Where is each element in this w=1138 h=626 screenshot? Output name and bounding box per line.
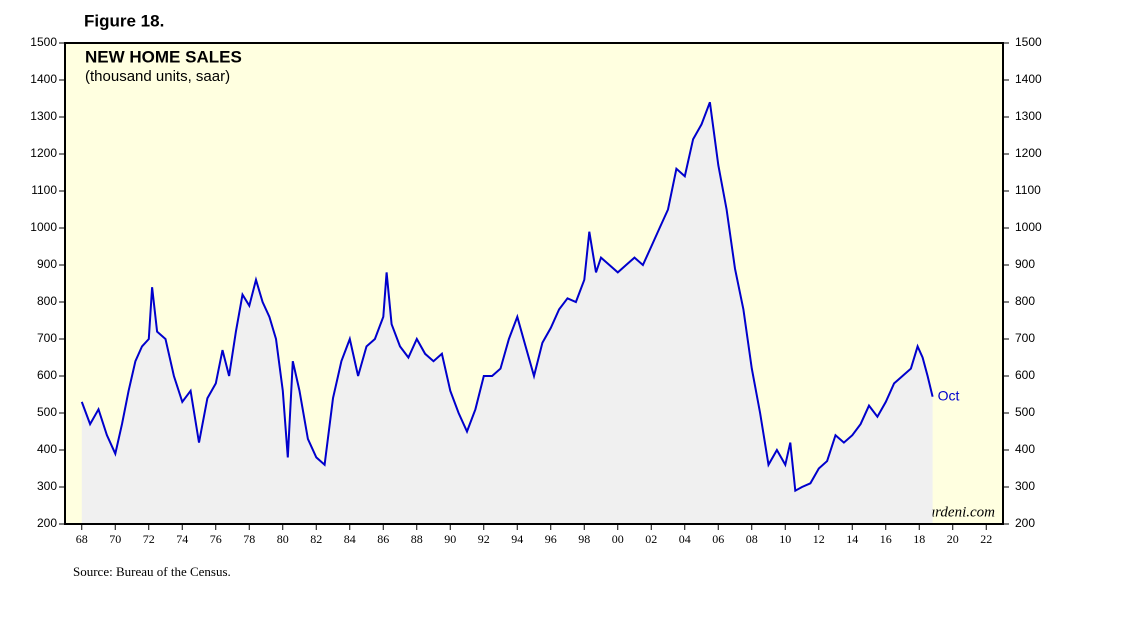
watermark: yardeni.com [919, 504, 995, 520]
line [80, 101, 934, 493]
y-tick-label: 1100 [31, 183, 57, 197]
end-label: Oct [938, 387, 960, 403]
x-tick-label: 22 [980, 532, 992, 546]
x-tick-label: 02 [645, 532, 657, 546]
y2-tick-label: 1500 [1015, 35, 1042, 49]
y2-tick-label: 400 [1015, 442, 1035, 456]
y2-tick-label: 600 [1015, 368, 1035, 382]
y-tick-label: 1200 [30, 146, 57, 160]
y-tick-label: 1400 [30, 72, 57, 86]
x-tick-label: 10 [779, 532, 791, 546]
figure-label: Figure 18. [84, 11, 164, 30]
y-tick-label: 400 [37, 442, 57, 456]
y-tick-label: 200 [37, 516, 57, 530]
y2-tick-label: 800 [1015, 294, 1035, 308]
x-tick-label: 86 [377, 532, 389, 546]
x-tick-label: 98 [578, 532, 590, 546]
x-tick-label: 84 [344, 532, 356, 546]
x-tick-label: 88 [411, 532, 423, 546]
y-tick-label: 500 [37, 405, 57, 419]
x-tick-label: 14 [846, 532, 858, 546]
x-tick-label: 90 [444, 532, 456, 546]
x-tick-label: 78 [243, 532, 255, 546]
x-tick-label: 04 [679, 532, 691, 546]
x-tick-label: 12 [813, 532, 825, 546]
y2-tick-label: 1300 [1015, 109, 1042, 123]
y2-tick-label: 300 [1015, 479, 1035, 493]
y2-tick-label: 1200 [1015, 146, 1042, 160]
x-tick-label: 70 [109, 532, 121, 546]
y-tick-label: 600 [37, 368, 57, 382]
y2-tick-label: 500 [1015, 405, 1035, 419]
x-tick-label: 00 [612, 532, 624, 546]
x-tick-label: 76 [210, 532, 222, 546]
y-tick-label: 800 [37, 294, 57, 308]
x-tick-label: 06 [712, 532, 724, 546]
plot-frame [64, 42, 1004, 525]
x-tick-label: 20 [947, 532, 959, 546]
x-tick-label: 96 [545, 532, 557, 546]
x-tick-label: 94 [511, 532, 523, 546]
x-tick-label: 74 [176, 532, 188, 546]
y2-tick-label: 700 [1015, 331, 1035, 345]
y-tick-label: 300 [37, 479, 57, 493]
x-tick-label: 18 [913, 532, 925, 546]
y2-tick-label: 1000 [1015, 220, 1042, 234]
y-tick-label: 900 [37, 257, 57, 271]
y2-tick-label: 1100 [1015, 183, 1041, 197]
source-note: Source: Bureau of the Census. [73, 564, 231, 579]
y-tick-label: 1000 [30, 220, 57, 234]
y-tick-label: 1300 [30, 109, 57, 123]
x-tick-label: 08 [746, 532, 758, 546]
x-tick-label: 80 [277, 532, 289, 546]
y2-tick-label: 200 [1015, 516, 1035, 530]
x-tick-label: 16 [880, 532, 892, 546]
y-tick-label: 700 [37, 331, 57, 345]
x-tick-label: 82 [310, 532, 322, 546]
y2-tick-label: 1400 [1015, 72, 1042, 86]
x-tick-label: 92 [478, 532, 490, 546]
x-tick-label: 72 [143, 532, 155, 546]
y2-tick-label: 900 [1015, 257, 1035, 271]
area [81, 102, 933, 524]
chart-subtitle: (thousand units, saar) [85, 68, 230, 85]
x-tick-label: 68 [76, 532, 88, 546]
chart-title: NEW HOME SALES [85, 47, 242, 66]
y-tick-label: 1500 [30, 35, 57, 49]
